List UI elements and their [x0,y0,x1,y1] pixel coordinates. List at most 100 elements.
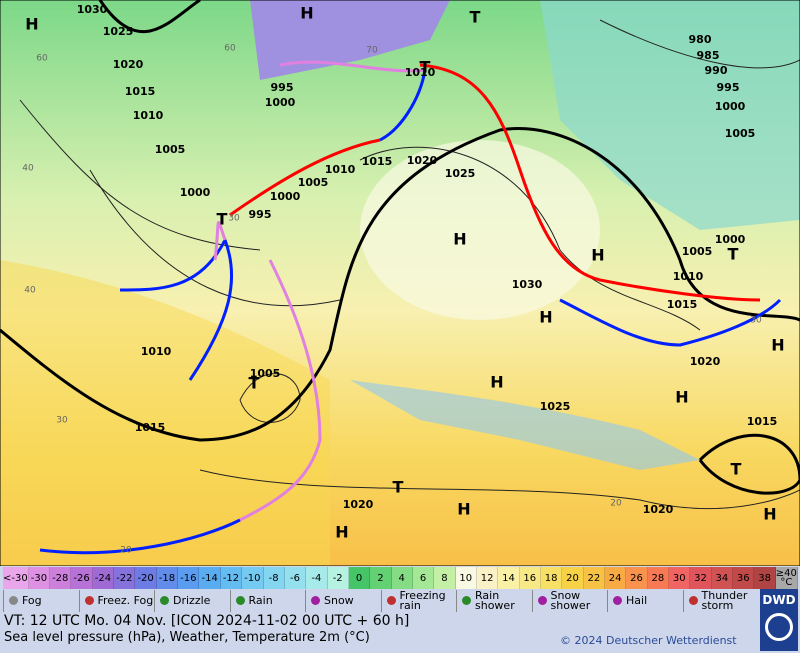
temperature-label: 20 [610,499,622,509]
scale-cell: 4 [391,567,413,589]
weather-item: Thunder storm [682,590,759,612]
isobar-label: 1020 [113,58,144,71]
weather-item: Rain [229,590,306,612]
scale-cell: 30 [669,567,691,589]
cold-area [250,0,450,80]
isobar [359,146,701,331]
scale-cell: ≥40 °C [775,567,798,589]
scale-cell: -14 [199,567,221,589]
scale-cell: -28 [50,567,72,589]
isobar-label: 995 [271,81,294,94]
logo-text: DWD [762,593,796,607]
isobar-label: 1010 [133,109,164,122]
high-pressure: H [771,336,784,355]
isobar-label: 1030 [77,3,108,16]
isobar-label: 1000 [715,100,746,113]
scale-cell: <-30 [3,567,29,589]
temperature-label: 70 [366,46,378,56]
isobar [199,469,800,510]
isobar-1015 [0,127,800,442]
isobar-label: 1010 [141,345,172,358]
isobar-label: 1000 [715,233,746,246]
weather-item: Rain shower [456,590,532,612]
isobar [19,99,261,251]
isobar [239,373,301,423]
scale-cell: 16 [519,567,541,589]
dwd-logo: DWD [760,589,798,651]
isobar-label: 1020 [343,498,374,511]
temperature-label: 40 [22,164,34,174]
temperature-label: 30 [750,316,762,326]
low-pressure: T [393,478,404,497]
temperature-label: 40 [24,286,36,296]
temperature-label: 20 [120,546,132,556]
isobar-label: 1010 [673,270,704,283]
scale-cell: 38 [754,567,776,589]
isobar [89,169,341,307]
isobar-label: 1015 [362,155,393,168]
weather-item: Drizzle [154,590,230,612]
isobar-label: 1000 [180,186,211,199]
scale-cell: -22 [114,567,136,589]
isobar-label: 1015 [747,415,778,428]
valid-time: VT: 12 UTC Mo. 04 Nov. [ICON 2024-11-02 … [4,613,410,629]
isobar-label: 990 [705,64,728,77]
temperature-label: 60 [36,54,48,64]
isobar-label: 1025 [540,400,571,413]
scale-cell: 12 [476,567,499,589]
low-pressure: T [217,210,228,229]
description: Sea level pressure (hPa), Weather, Tempe… [4,630,370,645]
scale-cell: 34 [711,567,734,589]
scale-cell: 36 [733,567,755,589]
isobar-label: 1020 [407,154,438,167]
isobar-label: 1015 [135,421,166,434]
high-pressure: H [490,373,503,392]
cold-area [540,0,800,230]
scale-cell: -2 [327,567,349,589]
high-pressure: H [675,388,688,407]
weather-legend: Fog Freez. Fog Drizzle Rain Snow Freezing rai… [3,590,758,612]
low-pressure: T [731,460,742,479]
weather-item: Freezing rain [380,590,457,612]
mediterranean [350,380,700,470]
isobar [599,19,800,69]
isobar-label: 995 [249,208,272,221]
high-pressure: H [300,4,313,23]
isobar [98,0,201,34]
warm-front [229,63,761,302]
high-pressure: H [453,230,466,249]
scale-cell: 18 [540,567,563,589]
isobar-label: 1005 [725,127,756,140]
scale-cell: -16 [178,567,200,589]
scale-cell: -24 [92,567,115,589]
scale-cell: 14 [498,567,520,589]
temperature-label: 30 [56,416,68,426]
scale-cell: 28 [647,567,670,589]
high-pressure: H [335,523,348,542]
temperature-label: 60 [224,44,236,54]
warm-area [360,140,600,320]
weather-item: Snow [305,590,381,612]
isobar-label: 1030 [512,278,543,291]
low-pressure: T [249,374,260,393]
high-pressure: H [591,246,604,265]
scale-cell: 22 [583,567,605,589]
isobar-label: 985 [697,49,720,62]
scale-cell: -20 [135,567,157,589]
isobar-label: 1020 [643,503,674,516]
scale-cell: -18 [156,567,179,589]
copyright: © 2024 Deutscher Wetterdienst [560,634,737,647]
high-pressure: H [25,15,38,34]
scale-cell: -6 [284,567,307,589]
warm-area [0,260,330,566]
low-pressure: T [420,58,431,77]
isobar-label: 1015 [667,298,698,311]
weather-item: Freez. Fog [78,590,155,612]
scale-cell: -26 [71,567,93,589]
scale-cell: 0 [348,567,371,589]
scale-cell: -12 [220,567,243,589]
temperature-scale: <-30 -30 -28 -26 -24 -22 -20 -18 -16 -14 -12 -10 -8-… [3,567,798,589]
scale-cell: 6 [412,567,435,589]
scale-cell: 26 [626,567,648,589]
